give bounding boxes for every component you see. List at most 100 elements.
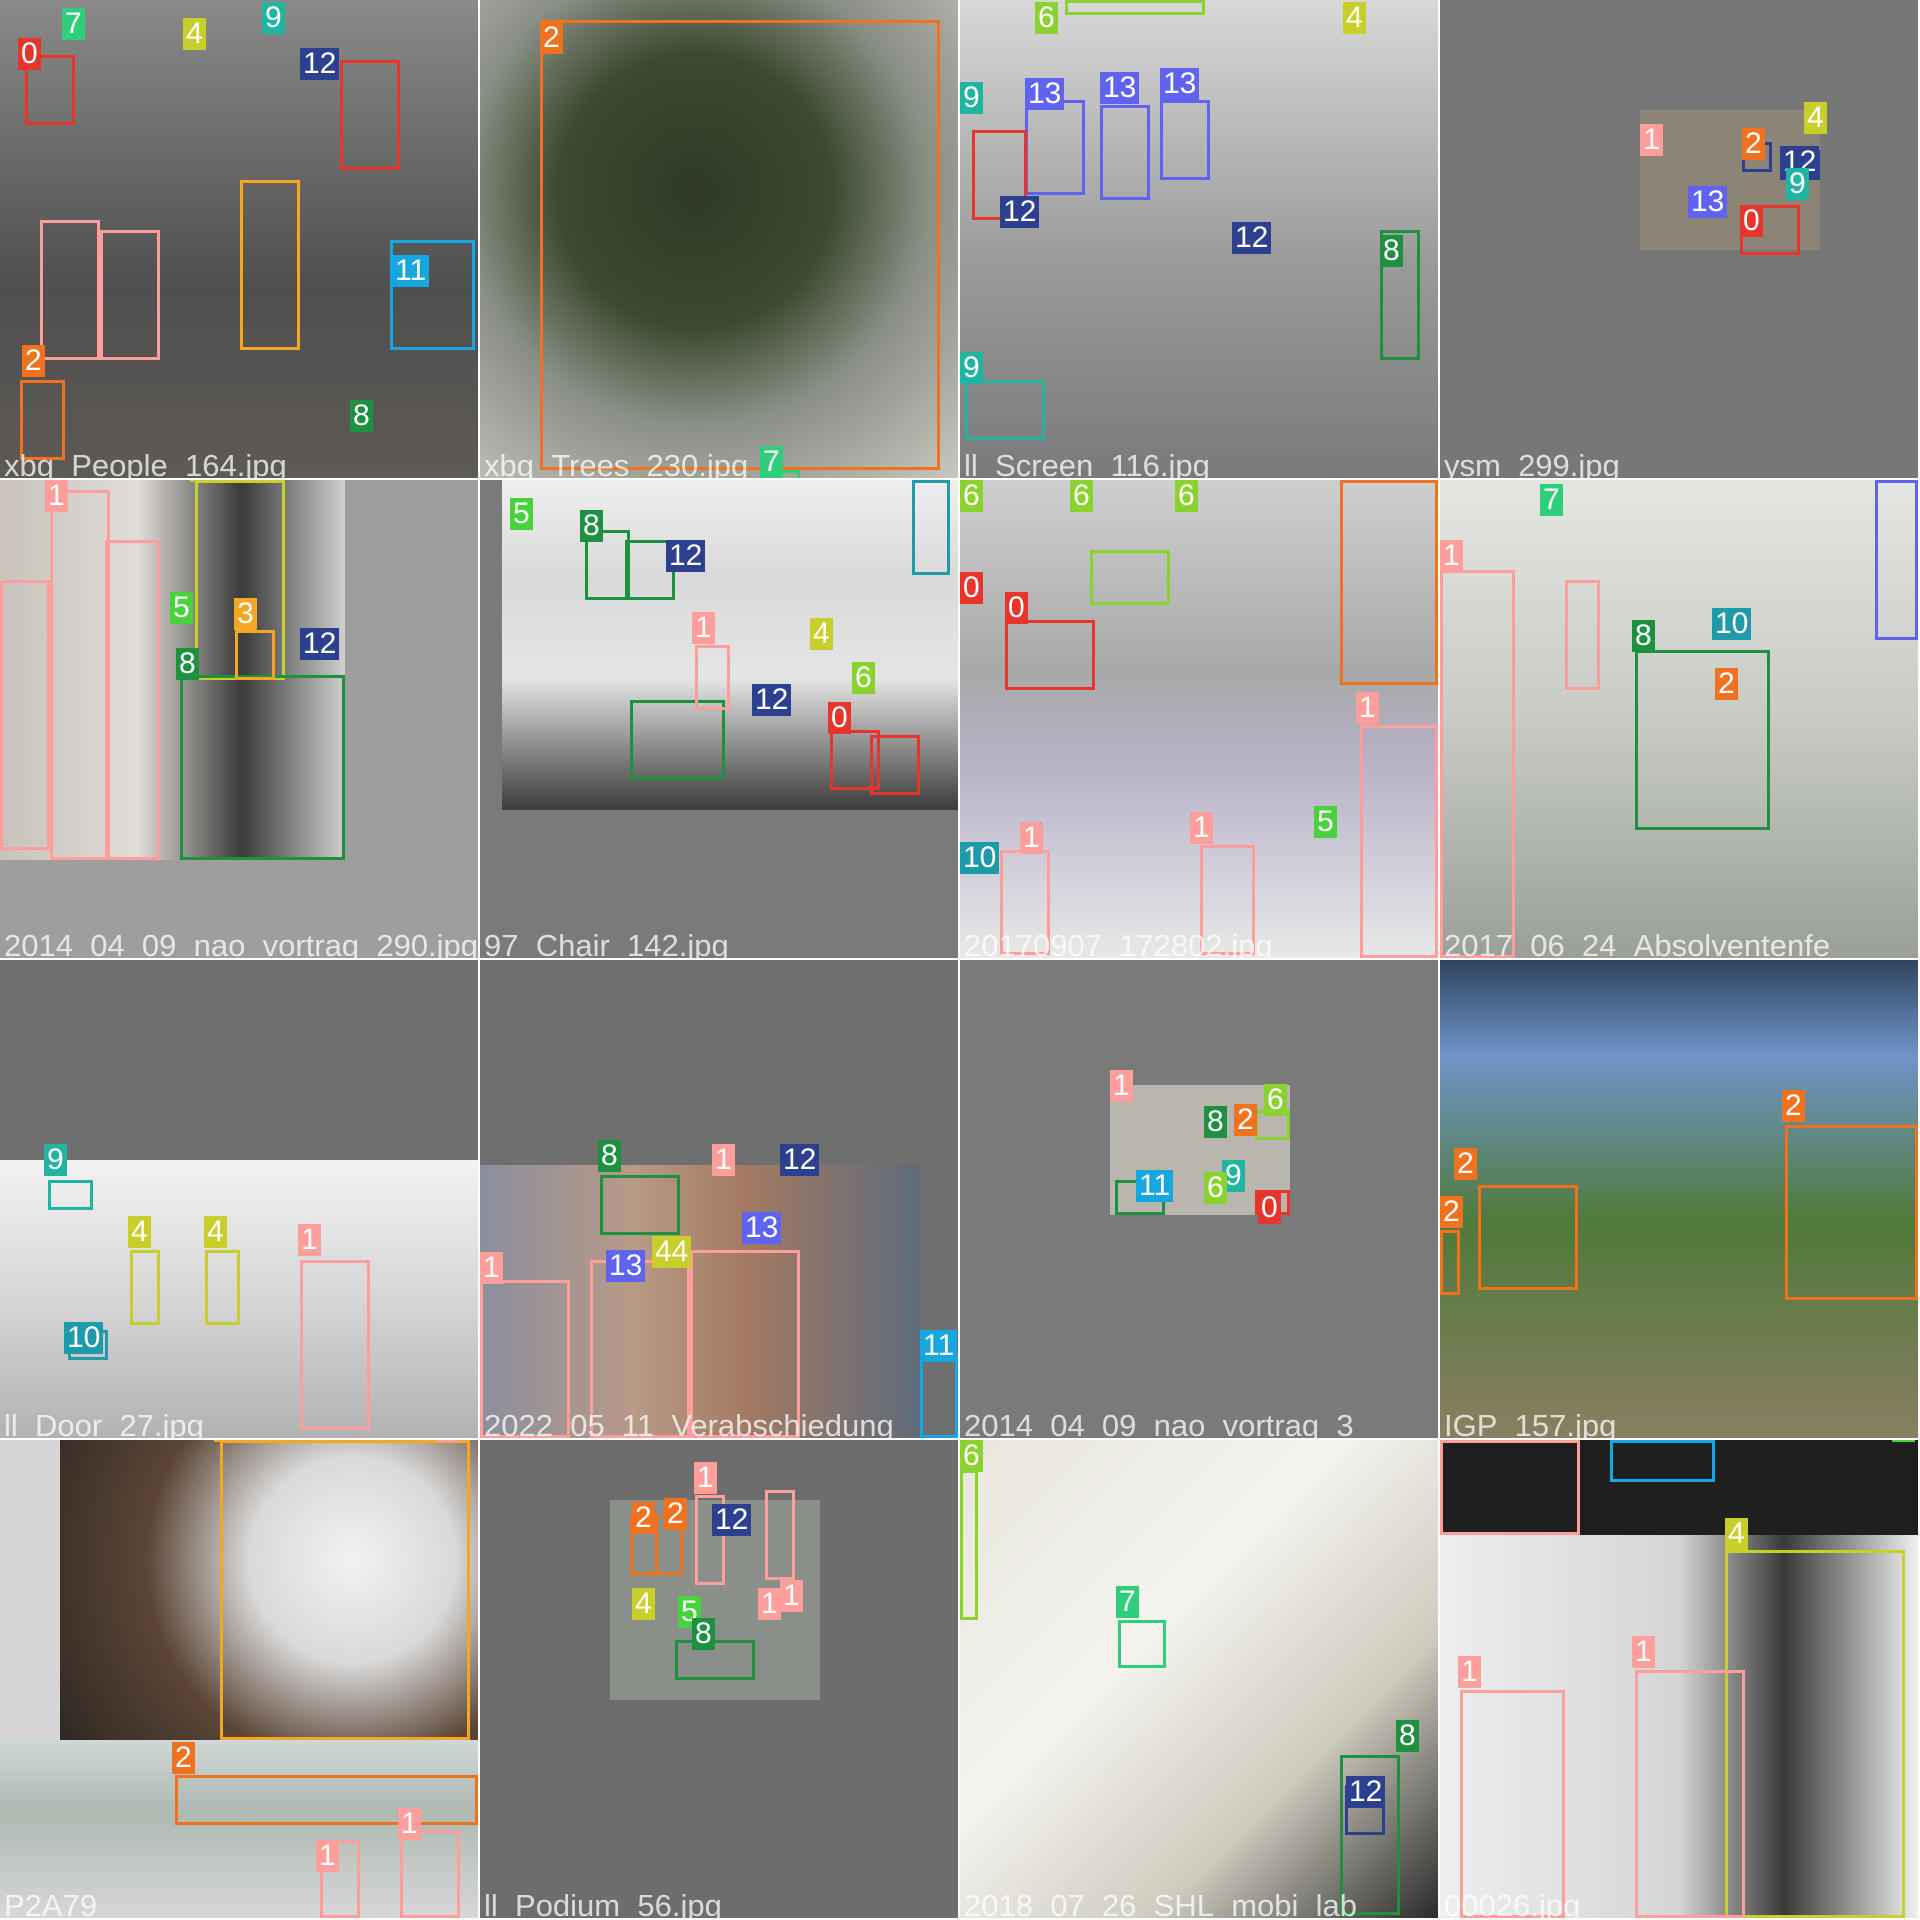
class-label: 11 — [392, 255, 430, 287]
class-label: 5 — [1892, 1440, 1915, 1442]
box-chair — [972, 130, 1027, 220]
class-label: 12 — [1000, 196, 1040, 228]
box-desk — [600, 1175, 680, 1235]
box-desk — [585, 530, 630, 600]
tile-20170907: 6 6 6 0 0 10 1 1 5 2 1 20170907_172802.j… — [960, 480, 1438, 958]
class-label: 8 — [598, 1140, 621, 1172]
box-building — [1340, 480, 1438, 685]
scene-tree — [480, 0, 958, 478]
class-label: 2 — [664, 1498, 687, 1530]
tile-caption: xbg_People_164.jpg — [4, 448, 287, 478]
class-label: 8 — [580, 510, 603, 542]
class-label: 0 — [1258, 1192, 1281, 1224]
class-label: 1 — [694, 1462, 717, 1494]
class-label: 7 — [62, 8, 85, 40]
class-label: 9 — [1222, 1160, 1245, 1192]
box-laptop — [1610, 1440, 1715, 1482]
class-label: 1 — [1440, 540, 1463, 572]
class-label: 4 — [183, 18, 206, 50]
box-desk — [1635, 650, 1770, 830]
box-person — [1460, 1690, 1565, 1918]
class-label: 2 — [172, 1742, 195, 1774]
class-label: 5 — [510, 498, 533, 530]
class-label: 4 — [1804, 102, 1827, 134]
box-object — [1065, 0, 1205, 15]
box-object — [20, 380, 65, 460]
class-label: 6 — [1264, 1084, 1287, 1116]
tile-trees: 2 7 xbg_Trees_230.jpg — [480, 0, 958, 478]
class-label: 13 — [606, 1250, 646, 1282]
class-label: 13 — [1025, 78, 1065, 110]
scene-audience — [480, 1165, 920, 1438]
class-label: 1 — [780, 1580, 803, 1612]
tile-caption: ll_Podium_56.jpg — [484, 1888, 722, 1918]
box-person — [50, 490, 110, 860]
box-chair — [870, 735, 920, 795]
class-label: 0 — [18, 38, 41, 70]
tile-caption: 2017_06_24_Absolventenfe — [1444, 928, 1831, 958]
box-screen — [1875, 480, 1918, 640]
class-label: 9 — [44, 1144, 67, 1176]
tile-caption: 00026.jpg — [1444, 1888, 1581, 1918]
class-label: 2 — [1440, 1196, 1463, 1228]
box-laptop — [920, 1355, 958, 1438]
box-building — [1478, 1185, 1578, 1290]
tile-caption: IGP_157.jpg — [1444, 1408, 1617, 1438]
class-label: 1 — [398, 1808, 421, 1840]
box-object — [235, 630, 275, 680]
class-label: 7 — [760, 446, 783, 478]
box-desk — [1340, 1755, 1400, 1915]
class-label: 8 — [1396, 1720, 1419, 1752]
box-person — [1440, 1440, 1580, 1535]
box-person — [765, 1490, 795, 1580]
class-label: 10 — [960, 842, 1000, 874]
tile-podium: 2 2 1 12 4 5 8 1 1 ll_Podium_56.jpg — [480, 1440, 958, 1918]
class-label: 11 — [1136, 1170, 1174, 1202]
class-label: 0 — [960, 572, 983, 604]
class-label: 2 — [632, 1502, 655, 1534]
class-label: 7 — [1116, 1586, 1139, 1618]
class-label: 4 — [1725, 1518, 1748, 1550]
box-person — [1565, 580, 1600, 690]
class-label: 3 — [214, 1440, 237, 1442]
class-label: 0 — [1740, 205, 1763, 237]
class-label: 11 — [1612, 1440, 1650, 1442]
class-label: 9 — [262, 2, 285, 34]
box-monitor — [960, 1470, 978, 1620]
box-clock — [1118, 1620, 1166, 1668]
class-label: 2 — [1742, 128, 1765, 160]
class-label: 6 — [960, 1440, 983, 1472]
class-label: 12 — [752, 684, 792, 716]
tile-mobi-lab: 6 7 8 12 2018_07_26_SHL_mobi_lab — [960, 1440, 1438, 1918]
box-desk — [630, 700, 725, 780]
tile-nao-290: 1 4 5 8 3 12 2014_04_09_nao_vortrag_290.… — [0, 480, 478, 958]
class-label: 13 — [1688, 186, 1728, 218]
scene-projection — [960, 1440, 1438, 1918]
box-tree — [540, 20, 940, 470]
class-label: 2 — [22, 345, 45, 377]
class-label: 2 — [1782, 1090, 1805, 1122]
tile-caption: ll_Door_27.jpg — [4, 1408, 204, 1438]
box-desk — [180, 675, 345, 860]
box-object — [340, 60, 400, 170]
class-label: 2 — [1454, 1148, 1477, 1180]
class-label: 1 — [298, 1224, 321, 1256]
class-label: 4 — [1343, 2, 1366, 34]
box-monitor — [1100, 105, 1150, 200]
box-object — [48, 1180, 93, 1210]
scene-hall — [1440, 480, 1918, 958]
class-label: 12 — [712, 1504, 752, 1536]
scene-desk-top — [1440, 1440, 1918, 1535]
box-door — [1380, 230, 1420, 360]
class-label: 4 — [810, 618, 833, 650]
box-desk — [675, 1640, 755, 1680]
class-label: 2 — [1234, 1104, 1257, 1136]
class-label: 1 — [1110, 1070, 1133, 1102]
class-label: 12 — [1346, 1776, 1386, 1808]
box-chair — [1005, 620, 1095, 690]
class-label: 11 — [920, 1330, 958, 1362]
class-label: 2 — [540, 22, 563, 54]
class-label: 12 — [300, 628, 340, 660]
scene-robot — [60, 1440, 478, 1740]
